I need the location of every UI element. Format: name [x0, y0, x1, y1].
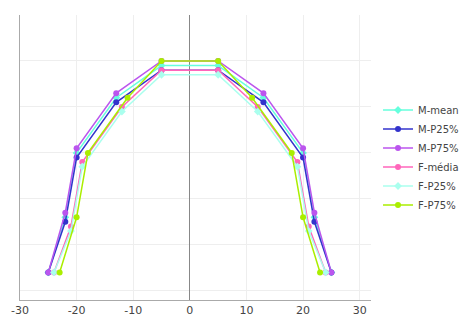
svg-text:F-P75%: F-P75%	[418, 200, 456, 211]
svg-text:20: 20	[296, 304, 310, 317]
svg-text:F-média: F-média	[418, 162, 459, 173]
svg-text:M-P75%: M-P75%	[418, 143, 459, 154]
svg-text:M-mean: M-mean	[418, 105, 459, 116]
svg-text:M-P25%: M-P25%	[418, 124, 459, 135]
svg-text:F-P25%: F-P25%	[418, 181, 456, 192]
svg-text:-20: -20	[68, 304, 86, 317]
svg-text:-10: -10	[124, 304, 142, 317]
svg-text:30: 30	[353, 304, 367, 317]
svg-text:10: 10	[239, 304, 253, 317]
svg-text:-30: -30	[11, 304, 29, 317]
svg-text:0: 0	[186, 304, 193, 317]
